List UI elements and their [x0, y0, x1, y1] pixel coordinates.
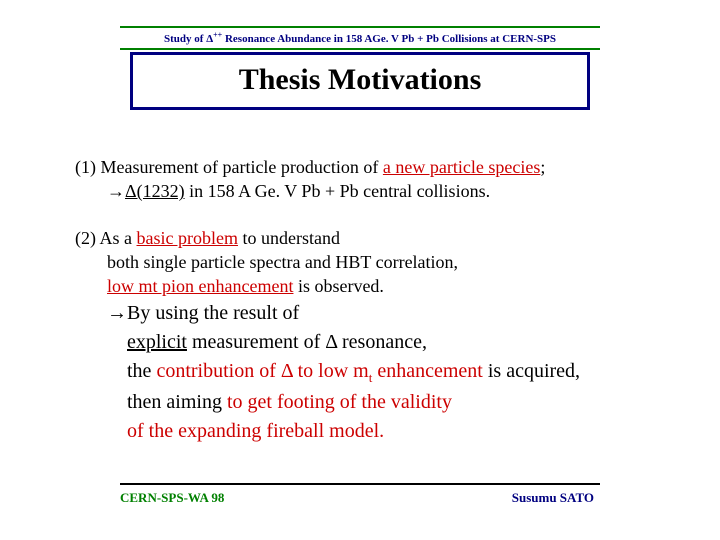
point-2-line7: then aiming to get footing of the validi…: [127, 389, 655, 416]
p2-f: is observed.: [293, 276, 383, 296]
point-2-line5: explicit measurement of Δ resonance,: [127, 329, 655, 356]
p2-j: the: [127, 360, 156, 382]
p2-l: is acquired,: [483, 360, 580, 382]
p2-i: measurement of Δ resonance,: [187, 331, 427, 353]
point-2-line2: both single particle spectra and HBT cor…: [107, 250, 655, 274]
p2-num: (2): [75, 228, 100, 248]
p2-g: →By using the result of: [107, 302, 299, 324]
header-sup: ++: [213, 30, 222, 39]
p2-k2: enhancement: [372, 360, 483, 382]
p2-o: of the expanding fireball model.: [127, 420, 384, 442]
footer-right: Susumu SATO: [512, 490, 594, 506]
p1-species: a new particle species: [383, 157, 540, 177]
point-1-line2: →Δ(1232) in 158 A Ge. V Pb + Pb central …: [107, 179, 655, 203]
point-2-arrow: →By using the result of: [107, 300, 655, 327]
point-2-line6: the contribution of Δ to low mt enhancem…: [127, 358, 655, 387]
p2-a: As a: [100, 228, 137, 248]
p2-h: explicit: [127, 331, 187, 353]
p2-m: then aiming: [127, 391, 227, 413]
p1-delta: Δ(1232): [125, 181, 185, 201]
p1-arrow: →: [107, 181, 125, 201]
p1-num: (1): [75, 157, 101, 177]
header-bar: Study of Δ++ Resonance Abundance in 158 …: [120, 26, 600, 50]
footer-left: CERN-SPS-WA 98: [120, 490, 224, 506]
p2-n: to get footing of the validity: [227, 391, 452, 413]
content-area: (1) Measurement of particle production o…: [75, 155, 655, 445]
p2-d: both single particle spectra and HBT cor…: [107, 252, 458, 272]
point-2-line3: low mt pion enhancement is observed.: [107, 274, 655, 298]
header-prefix: Study of: [164, 33, 206, 45]
p2-basic: basic problem: [137, 228, 238, 248]
p1-c: ;: [540, 157, 545, 177]
p2-lowmt: low mt pion enhancement: [107, 276, 293, 296]
page-title: Thesis Motivations: [239, 63, 482, 96]
footer-bar: CERN-SPS-WA 98 Susumu SATO: [120, 483, 600, 506]
title-box: Thesis Motivations: [130, 52, 590, 110]
header-text: Study of Δ++ Resonance Abundance in 158 …: [164, 33, 556, 45]
point-2-line8: of the expanding fireball model.: [127, 418, 655, 445]
p2-c: to understand: [238, 228, 340, 248]
p1-a: Measurement of particle production of: [101, 157, 383, 177]
header-suffix: Resonance Abundance in 158 AGe. V Pb + P…: [222, 33, 556, 45]
point-1: (1) Measurement of particle production o…: [75, 155, 655, 179]
p1-e: in 158 A Ge. V Pb + Pb central collision…: [185, 181, 491, 201]
p2-k: contribution of Δ to low m: [156, 360, 368, 382]
point-2: (2) As a basic problem to understand: [75, 226, 655, 250]
